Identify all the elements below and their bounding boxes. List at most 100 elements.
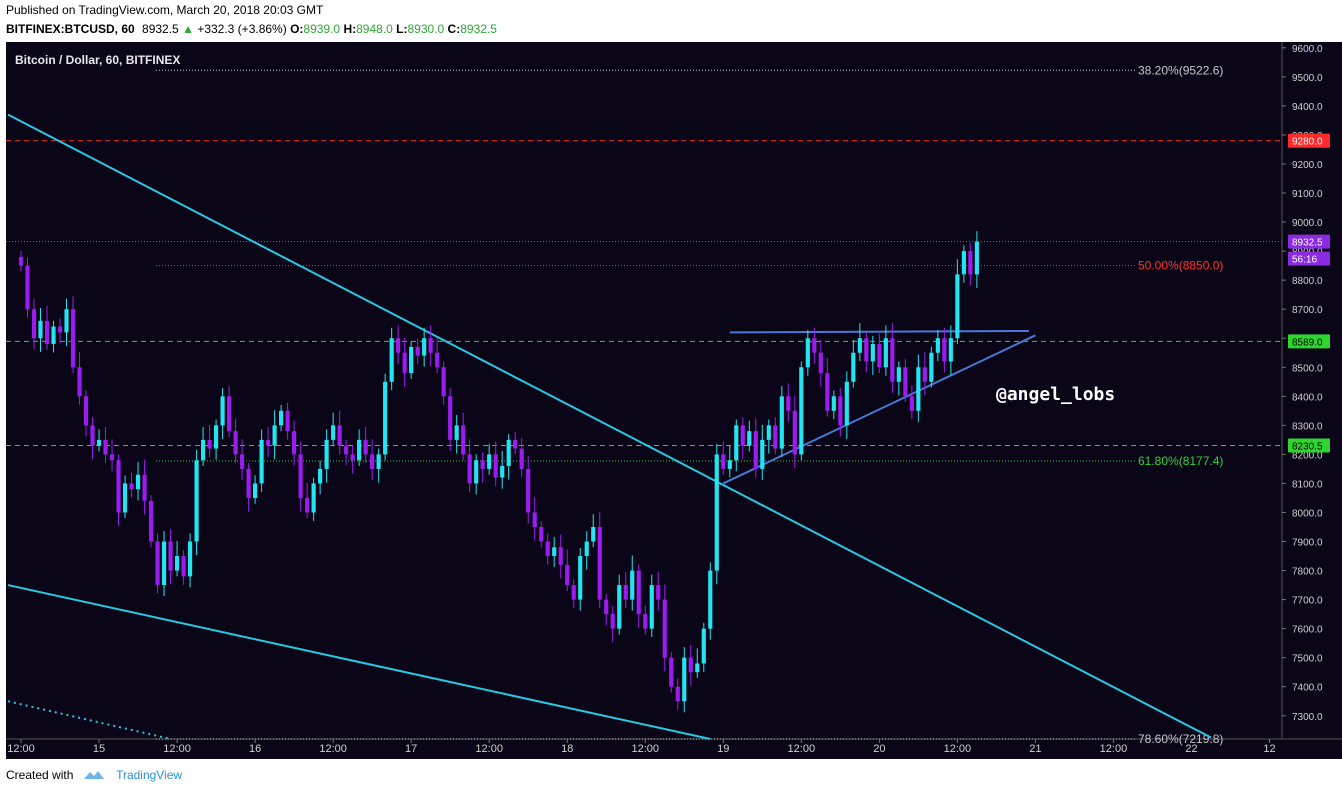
candle-body (363, 439, 368, 455)
level-price-tag-bg (1288, 334, 1330, 349)
price-axis-background (1282, 42, 1342, 759)
candle-body (695, 663, 700, 673)
ohlc-header: BITFINEX:BTCUSD, 60 8932.5 ▲ +332.3 (+3.… (6, 22, 497, 36)
published-caption: Published on TradingView.com, March 20, … (6, 3, 324, 17)
candle-body (851, 352, 856, 382)
candle-body (344, 445, 349, 455)
last-price-value: 8932.5 (142, 22, 179, 36)
countdown-tag-bg (1288, 251, 1330, 266)
candle-body (337, 425, 342, 446)
candle-body (194, 460, 199, 542)
candle-body (604, 599, 609, 615)
candle-body (435, 352, 440, 368)
candle-body (272, 425, 277, 446)
candle-body (610, 614, 615, 629)
price-chart[interactable]: 38.20%(9522.6) 50.00%(8850.0) 61.80%(8177.… (6, 42, 1342, 759)
created-with-label: Created with (6, 768, 74, 782)
candle-body (181, 556, 186, 577)
x-tick-label: 20 (873, 743, 885, 755)
footer: Created with TradingView (6, 768, 182, 782)
candle-body (909, 396, 914, 411)
candle-body (838, 396, 843, 426)
candle-body (649, 585, 654, 629)
candle-body (935, 338, 940, 353)
x-tick-label: 15 (93, 743, 105, 755)
y-tick-label: 9600.0 (1292, 44, 1323, 55)
candle-body (753, 431, 758, 469)
candle-body (376, 454, 381, 469)
candle-body (669, 657, 674, 687)
candle-body (916, 367, 921, 411)
candle-body (83, 396, 89, 426)
level-price-tag-bg (1288, 438, 1330, 453)
candle-body (77, 367, 82, 397)
candle-body (383, 381, 388, 455)
candle-body (409, 346, 414, 374)
candle-body (135, 474, 141, 490)
trendline-wedge-top (729, 329, 1029, 334)
level-price-tag: 8589.0 (1292, 337, 1323, 348)
candle-body (714, 454, 719, 571)
y-tick-label: 9200.0 (1292, 160, 1323, 171)
y-tick-label: 9100.0 (1292, 189, 1323, 200)
candle-body (857, 338, 862, 353)
candle-body (766, 425, 771, 440)
candle-body (877, 344, 882, 368)
candle-body (324, 439, 329, 469)
y-tick-label: 7400.0 (1292, 683, 1323, 694)
candle-body (233, 431, 238, 455)
x-tick-label: 18 (561, 743, 573, 755)
x-tick-label: 12:00 (1100, 743, 1128, 755)
candle-body (786, 396, 791, 411)
x-tick-label: 12:00 (475, 743, 503, 755)
y-tick-label: 7500.0 (1292, 654, 1323, 665)
x-tick-label: 12:00 (163, 743, 191, 755)
candle-body (220, 396, 225, 426)
y-tick-label: 8500.0 (1292, 363, 1323, 374)
x-tick-label: 12:00 (631, 743, 659, 755)
candle-body (812, 338, 817, 353)
open-value: 8939.0 (303, 22, 341, 36)
y-tick-label: 8300.0 (1292, 421, 1323, 432)
candle-body (266, 439, 271, 446)
candle-body (292, 431, 297, 455)
candle-body (760, 439, 765, 469)
candle-body (474, 460, 479, 484)
candle-body (227, 396, 232, 432)
candle-body (584, 541, 589, 557)
candle-body (617, 585, 622, 629)
plot-background (6, 42, 1342, 759)
y-tick-label: 8800.0 (1292, 276, 1323, 287)
candle-body (487, 454, 492, 469)
candle-body (389, 338, 394, 382)
candle-body (279, 410, 284, 426)
candle-body (870, 344, 875, 362)
candle-body (428, 338, 433, 353)
fib-level-label: 61.80%(8177.4) (1138, 454, 1223, 468)
candle-body (656, 585, 661, 600)
last-price-tag: 8932.5 (1292, 238, 1323, 249)
candle-body (174, 556, 180, 571)
candle-body (675, 686, 680, 702)
candle-body (526, 468, 531, 513)
high-value: 8948.0 (356, 22, 393, 36)
candle-body (662, 599, 667, 658)
candle-body (142, 474, 147, 501)
candle-body (734, 425, 739, 461)
x-tick-label: 12:00 (7, 743, 35, 755)
candle-body (545, 541, 550, 557)
candle-body (591, 526, 596, 542)
y-tick-label: 7300.0 (1292, 712, 1323, 723)
level-price-tag-bg (1288, 133, 1330, 148)
candle-body (688, 657, 693, 673)
tradingview-brand-link[interactable]: TradingView (116, 768, 183, 782)
candle-body (51, 326, 56, 345)
candle-body (955, 274, 960, 339)
candle-body (96, 439, 102, 446)
y-tick-label: 8400.0 (1292, 392, 1323, 403)
candle-body (883, 338, 888, 368)
candle-body (799, 367, 804, 455)
high-label: H: (343, 22, 357, 36)
y-tick-label: 8200.0 (1292, 450, 1323, 461)
candle-body (922, 367, 927, 382)
